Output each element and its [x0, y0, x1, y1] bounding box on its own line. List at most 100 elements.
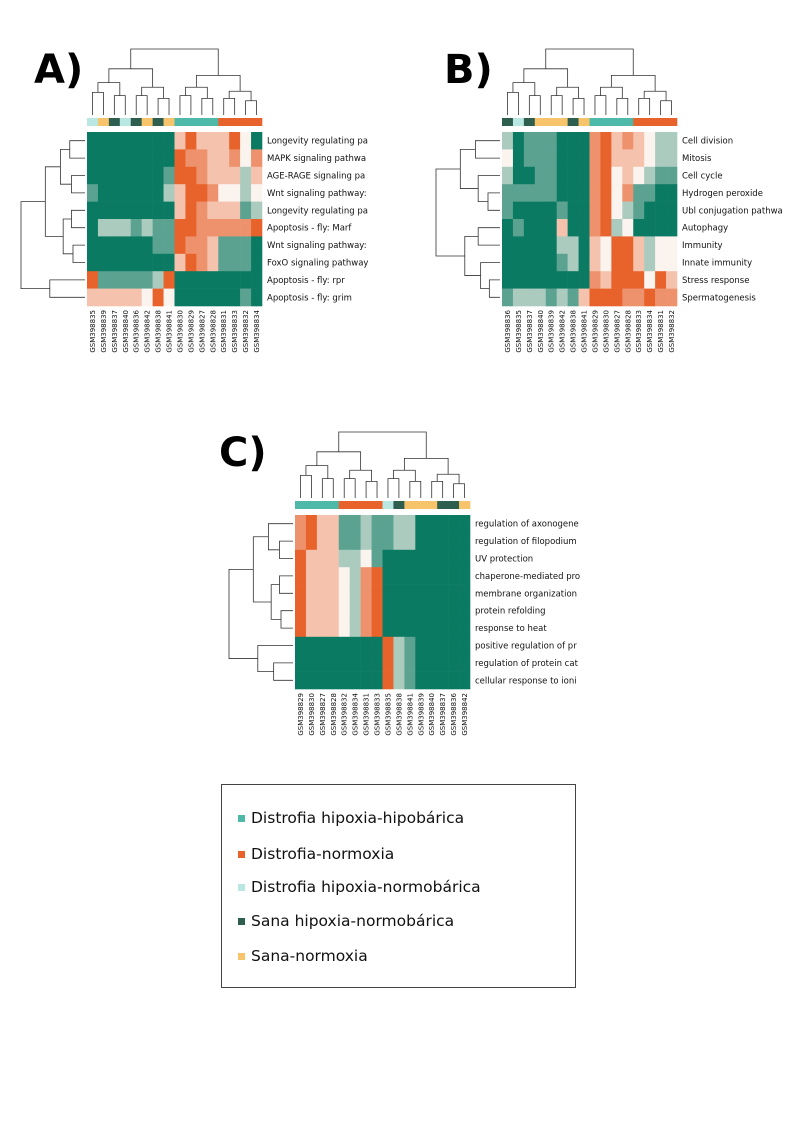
heatmap-cell — [393, 515, 405, 533]
group-bar-cell — [644, 118, 656, 126]
group-bar-cell — [119, 118, 132, 126]
heatmap-cell — [426, 619, 438, 638]
heatmap-cell — [371, 671, 383, 690]
heatmap-cell — [218, 236, 230, 255]
dendrogram-branch — [436, 473, 460, 484]
heatmap-cell — [108, 132, 121, 150]
heatmap-cell — [174, 166, 186, 185]
heatmap-cell — [459, 619, 471, 638]
heatmap-cell — [130, 201, 142, 220]
heatmap-cell — [163, 149, 175, 168]
legend-label: Distrofia hipoxia-hipobárica — [251, 809, 465, 827]
heatmap-cell — [426, 584, 438, 603]
heatmap-cell — [305, 549, 318, 568]
heatmap-cell — [578, 236, 590, 255]
heatmap-cell — [655, 253, 667, 272]
column-label: GSM398830 — [176, 310, 184, 353]
group-bar-cell — [622, 118, 634, 126]
heatmap-cell — [371, 584, 383, 603]
heatmap-cell — [305, 671, 318, 690]
heatmap-cell — [437, 532, 449, 551]
heatmap-cell — [512, 201, 525, 220]
heatmap-cell — [338, 567, 350, 585]
heatmap-cell — [622, 253, 634, 272]
heatmap-cell — [633, 149, 645, 168]
heatmap-cell — [229, 288, 241, 307]
heatmap-cell — [185, 253, 197, 272]
row-label: Longevity regulating pa — [267, 206, 368, 216]
heatmap-cell — [240, 132, 252, 150]
heatmap-cell — [589, 271, 601, 289]
heatmap-cell — [567, 149, 579, 168]
heatmap-cell — [404, 636, 416, 655]
heatmap-cell — [119, 236, 132, 255]
column-label: GSM398834 — [253, 309, 261, 352]
heatmap-cell — [556, 132, 568, 150]
heatmap-cell — [534, 132, 547, 150]
column-label: GSM398837 — [526, 310, 534, 353]
heatmap-cell — [218, 149, 230, 168]
column-label: GSM398837 — [439, 693, 447, 736]
heatmap-cell — [437, 636, 449, 655]
heatmap-cell — [97, 288, 110, 307]
heatmap-cell — [600, 132, 612, 150]
row-label: Stress response — [682, 276, 749, 286]
dendrogram-branch — [321, 478, 334, 498]
heatmap-cell — [349, 602, 361, 620]
heatmap-cell — [448, 602, 460, 620]
heatmap-cell — [666, 201, 678, 220]
heatmap-cell — [163, 219, 175, 237]
heatmap-cell — [240, 288, 252, 307]
group-bar-cell — [163, 118, 175, 126]
heatmap-cell — [338, 602, 350, 620]
column-label: GSM398829 — [187, 310, 195, 353]
heatmap-cell — [611, 149, 623, 168]
row-label: Autophagy — [682, 224, 728, 234]
group-bar-cell — [295, 501, 307, 509]
heatmap-cell — [97, 184, 110, 202]
heatmap-cell — [611, 253, 623, 272]
heatmap-cell — [567, 201, 579, 220]
heatmap-cell — [448, 671, 460, 690]
heatmap-cell — [534, 166, 547, 185]
heatmap-cell — [556, 219, 568, 237]
row-label: Cell division — [682, 137, 733, 147]
heatmap-cell — [502, 271, 514, 289]
group-bar-cell — [578, 118, 590, 126]
heatmap-cell — [196, 288, 208, 307]
heatmap-cell — [393, 654, 405, 672]
heatmap-cell — [360, 567, 372, 585]
heatmap-cell — [448, 515, 460, 533]
heatmap-cell — [567, 132, 579, 150]
heatmap-cell — [119, 184, 132, 202]
legend-item-sn: Sana-normoxia — [238, 947, 368, 965]
heatmap-cell — [130, 271, 142, 289]
heatmap-cell — [316, 654, 329, 672]
heatmap-cell — [229, 132, 241, 150]
heatmap-cell — [415, 619, 427, 638]
heatmap-cell — [589, 219, 601, 237]
heatmap-cell — [130, 236, 142, 255]
heatmap-cell — [534, 219, 547, 237]
row-label: Wnt signaling pathway: — [267, 241, 367, 251]
heatmap-cell — [578, 271, 590, 289]
heatmap-cell — [327, 654, 340, 672]
dendrogram-branch — [228, 568, 258, 659]
heatmap-cell — [163, 236, 175, 255]
heatmap-cell — [338, 671, 350, 690]
heatmap-cell — [349, 671, 361, 690]
heatmap-cell — [512, 236, 525, 255]
heatmap-cell — [196, 271, 208, 289]
heatmap-cell — [316, 532, 329, 551]
heatmap-cell — [97, 271, 110, 289]
heatmap-cell — [404, 619, 416, 638]
heatmap-cell — [229, 149, 241, 168]
group-bar-cell — [459, 501, 471, 509]
column-label: GSM398841 — [581, 310, 589, 353]
row-label: Cell cycle — [682, 172, 723, 182]
heatmap-cell — [512, 132, 525, 150]
heatmap-cell — [371, 549, 383, 568]
heatmap-cell — [545, 184, 557, 202]
column-label: GSM398840 — [122, 310, 130, 353]
heatmap-cell — [207, 184, 219, 202]
